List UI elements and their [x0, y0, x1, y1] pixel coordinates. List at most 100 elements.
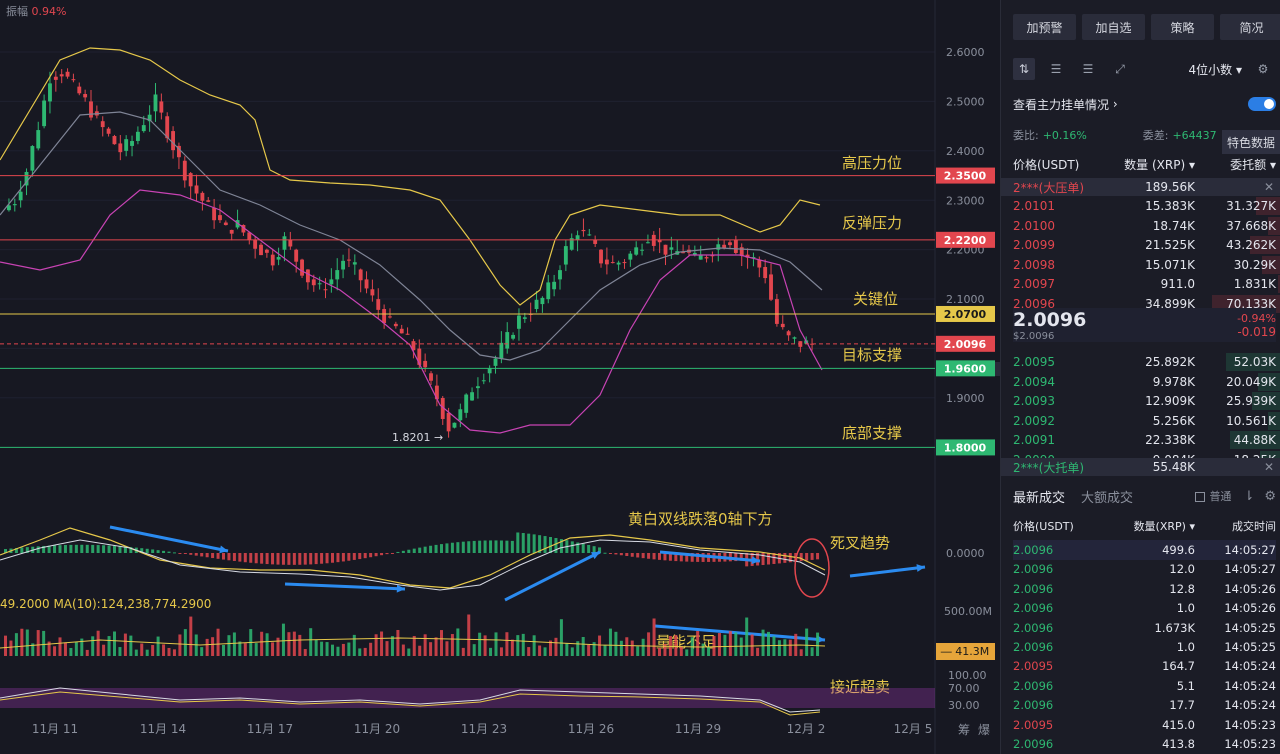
main-orders-link[interactable]: 查看主力挂单情况 ›	[1013, 97, 1118, 112]
candle-body	[247, 232, 252, 241]
expand-icon[interactable]: ⤢	[1115, 61, 1125, 76]
volume-bar	[499, 647, 503, 656]
bid-row[interactable]: 2.0092 5.256K 10.561K	[1013, 411, 1276, 431]
close-icon[interactable]: ✕	[1263, 180, 1274, 194]
trend-arrow	[504, 550, 601, 602]
order-panel: 加预警 加自选 策略 简况 ⇅ ☰ ☰ ⤢ 4位小数 ▾ ⚙ 查看主力挂单情况 …	[1000, 0, 1280, 754]
close-icon[interactable]: ✕	[1263, 460, 1274, 474]
ask-row[interactable]: 2.0098 15.071K 30.29K	[1013, 255, 1276, 275]
annotation-near-oversold: 接近超卖	[830, 678, 890, 696]
volume-bar	[434, 637, 438, 656]
depth-bids-icon[interactable]: ☰	[1050, 62, 1062, 76]
trade-price: 2.0096	[1013, 698, 1054, 713]
macd-bar	[390, 553, 394, 554]
trade-qty-header[interactable]: 数量(XRP) ▾	[1133, 520, 1195, 533]
volume-bar	[483, 635, 487, 656]
volume-bar	[162, 644, 166, 656]
big-ask-row[interactable]: 2***(大压单) 189.56K ✕	[1001, 178, 1280, 196]
volume-bar	[658, 647, 661, 656]
settings-icon[interactable]: ⚙	[1257, 62, 1269, 76]
candle-body	[634, 247, 639, 255]
candle-body	[610, 262, 615, 264]
volume-tag	[936, 643, 995, 660]
volume-bar	[47, 641, 51, 656]
candle-body	[511, 334, 516, 339]
depth-both-icon[interactable]: ⇅	[1013, 58, 1035, 80]
price-tag	[936, 231, 995, 248]
macd-bar	[216, 553, 220, 559]
macd-bar	[516, 532, 520, 553]
ask-qty: 911.0	[1160, 277, 1195, 291]
tab-latest-trades[interactable]: 最新成交	[1013, 490, 1066, 506]
arrow-head-icon	[396, 584, 405, 593]
candle-body	[171, 131, 176, 151]
strategy-button[interactable]: 策略	[1151, 14, 1214, 40]
macd-bar	[538, 535, 542, 553]
depth-toolbar: ⇅ ☰ ☰ ⤢ 4位小数 ▾ ⚙	[1013, 58, 1274, 80]
candle-body	[728, 242, 732, 246]
filter-icon[interactable]: ⇂	[1243, 488, 1255, 504]
ask-row[interactable]: 2.0097 911.0 1.831K	[1013, 274, 1276, 294]
volume-bar	[341, 643, 345, 656]
volume-bar	[554, 637, 558, 656]
depth-asks-icon[interactable]: ☰	[1082, 62, 1094, 76]
price-tag-label: 2.0096	[944, 338, 987, 351]
macd-bar	[445, 543, 449, 553]
depth-bar	[1278, 275, 1280, 293]
volume-bar	[271, 642, 275, 656]
macd-bar	[810, 553, 814, 560]
tab-large-trades[interactable]: 大额成交	[1081, 490, 1134, 506]
trade-time: 14:05:25	[1224, 620, 1276, 635]
date-axis-label: 11月 23	[461, 722, 507, 736]
overview-button[interactable]: 简况	[1220, 14, 1280, 40]
macd-bar	[374, 553, 378, 557]
volume-bar	[549, 640, 552, 656]
ask-row[interactable]: 2.0096 34.899K 70.133K	[1013, 294, 1276, 314]
add-alert-button[interactable]: 加预警	[1013, 14, 1076, 40]
add-watchlist-button[interactable]: 加自选	[1082, 14, 1145, 40]
depth-header[interactable]: 委托额 ▾	[1230, 157, 1276, 172]
volume-bar	[107, 636, 111, 656]
ask-row[interactable]: 2.0101 15.383K 31.327K	[1013, 196, 1276, 216]
macd-bar	[783, 553, 787, 563]
ask-row[interactable]: 2.0100 18.74K 37.668K	[1013, 216, 1276, 236]
candle-body	[616, 262, 621, 265]
price-axis-label: 2.3000	[946, 194, 985, 207]
trade-time: 14:05:24	[1224, 698, 1276, 713]
candle-body	[534, 299, 539, 310]
normal-filter[interactable]: 普通	[1195, 488, 1231, 504]
volume-bar	[380, 631, 384, 656]
ask-row[interactable]: 2.0099 21.525K 43.262K	[1013, 235, 1276, 255]
qty-header[interactable]: 数量 (XRP) ▾	[1124, 157, 1195, 172]
chart-area[interactable]: 2.6000 2.5000 2.4000 2.3000 2.2000 2.1000 1.90…	[0, 0, 1000, 754]
upper-band-line	[0, 47, 821, 306]
candle-body	[352, 262, 357, 265]
candle-body	[276, 257, 281, 260]
candle-body	[487, 368, 492, 374]
macd-bar	[281, 553, 285, 565]
volume-bar	[276, 637, 280, 656]
trade-price: 2.0096	[1013, 601, 1054, 616]
macd-bar	[227, 553, 231, 561]
big-bid-row[interactable]: 2***(大托单) 55.48K ✕	[1001, 458, 1280, 476]
macd-bar	[690, 553, 694, 562]
candle-body	[341, 260, 346, 270]
volume-bar	[85, 649, 89, 656]
bid-row[interactable]: 2.0094 9.978K 20.049K	[1013, 372, 1276, 392]
candle-body	[446, 412, 451, 432]
settings-icon[interactable]: ⚙	[1264, 488, 1276, 504]
bid-row[interactable]: 2.0095 25.892K 52.03K	[1013, 352, 1276, 372]
bid-row[interactable]: 2.0091 22.338K 44.88K	[1013, 430, 1276, 450]
volume-bar	[543, 647, 547, 656]
volume-bar	[494, 632, 498, 656]
volume-bar	[80, 638, 84, 656]
volume-bar	[407, 648, 411, 656]
precision-select[interactable]: 4位小数 ▾	[1188, 62, 1242, 77]
candle-body	[165, 116, 170, 139]
volume-bar	[418, 645, 422, 656]
bid-row[interactable]: 2.0093 12.909K 25.939K	[1013, 391, 1276, 411]
candlestick-chart[interactable]: 2.60002.50002.40002.30002.20002.10001.90…	[0, 0, 1000, 754]
arrow-head-icon	[219, 545, 228, 554]
main-orders-toggle[interactable]	[1248, 97, 1276, 111]
amplitude-value: 0.94%	[31, 5, 67, 18]
